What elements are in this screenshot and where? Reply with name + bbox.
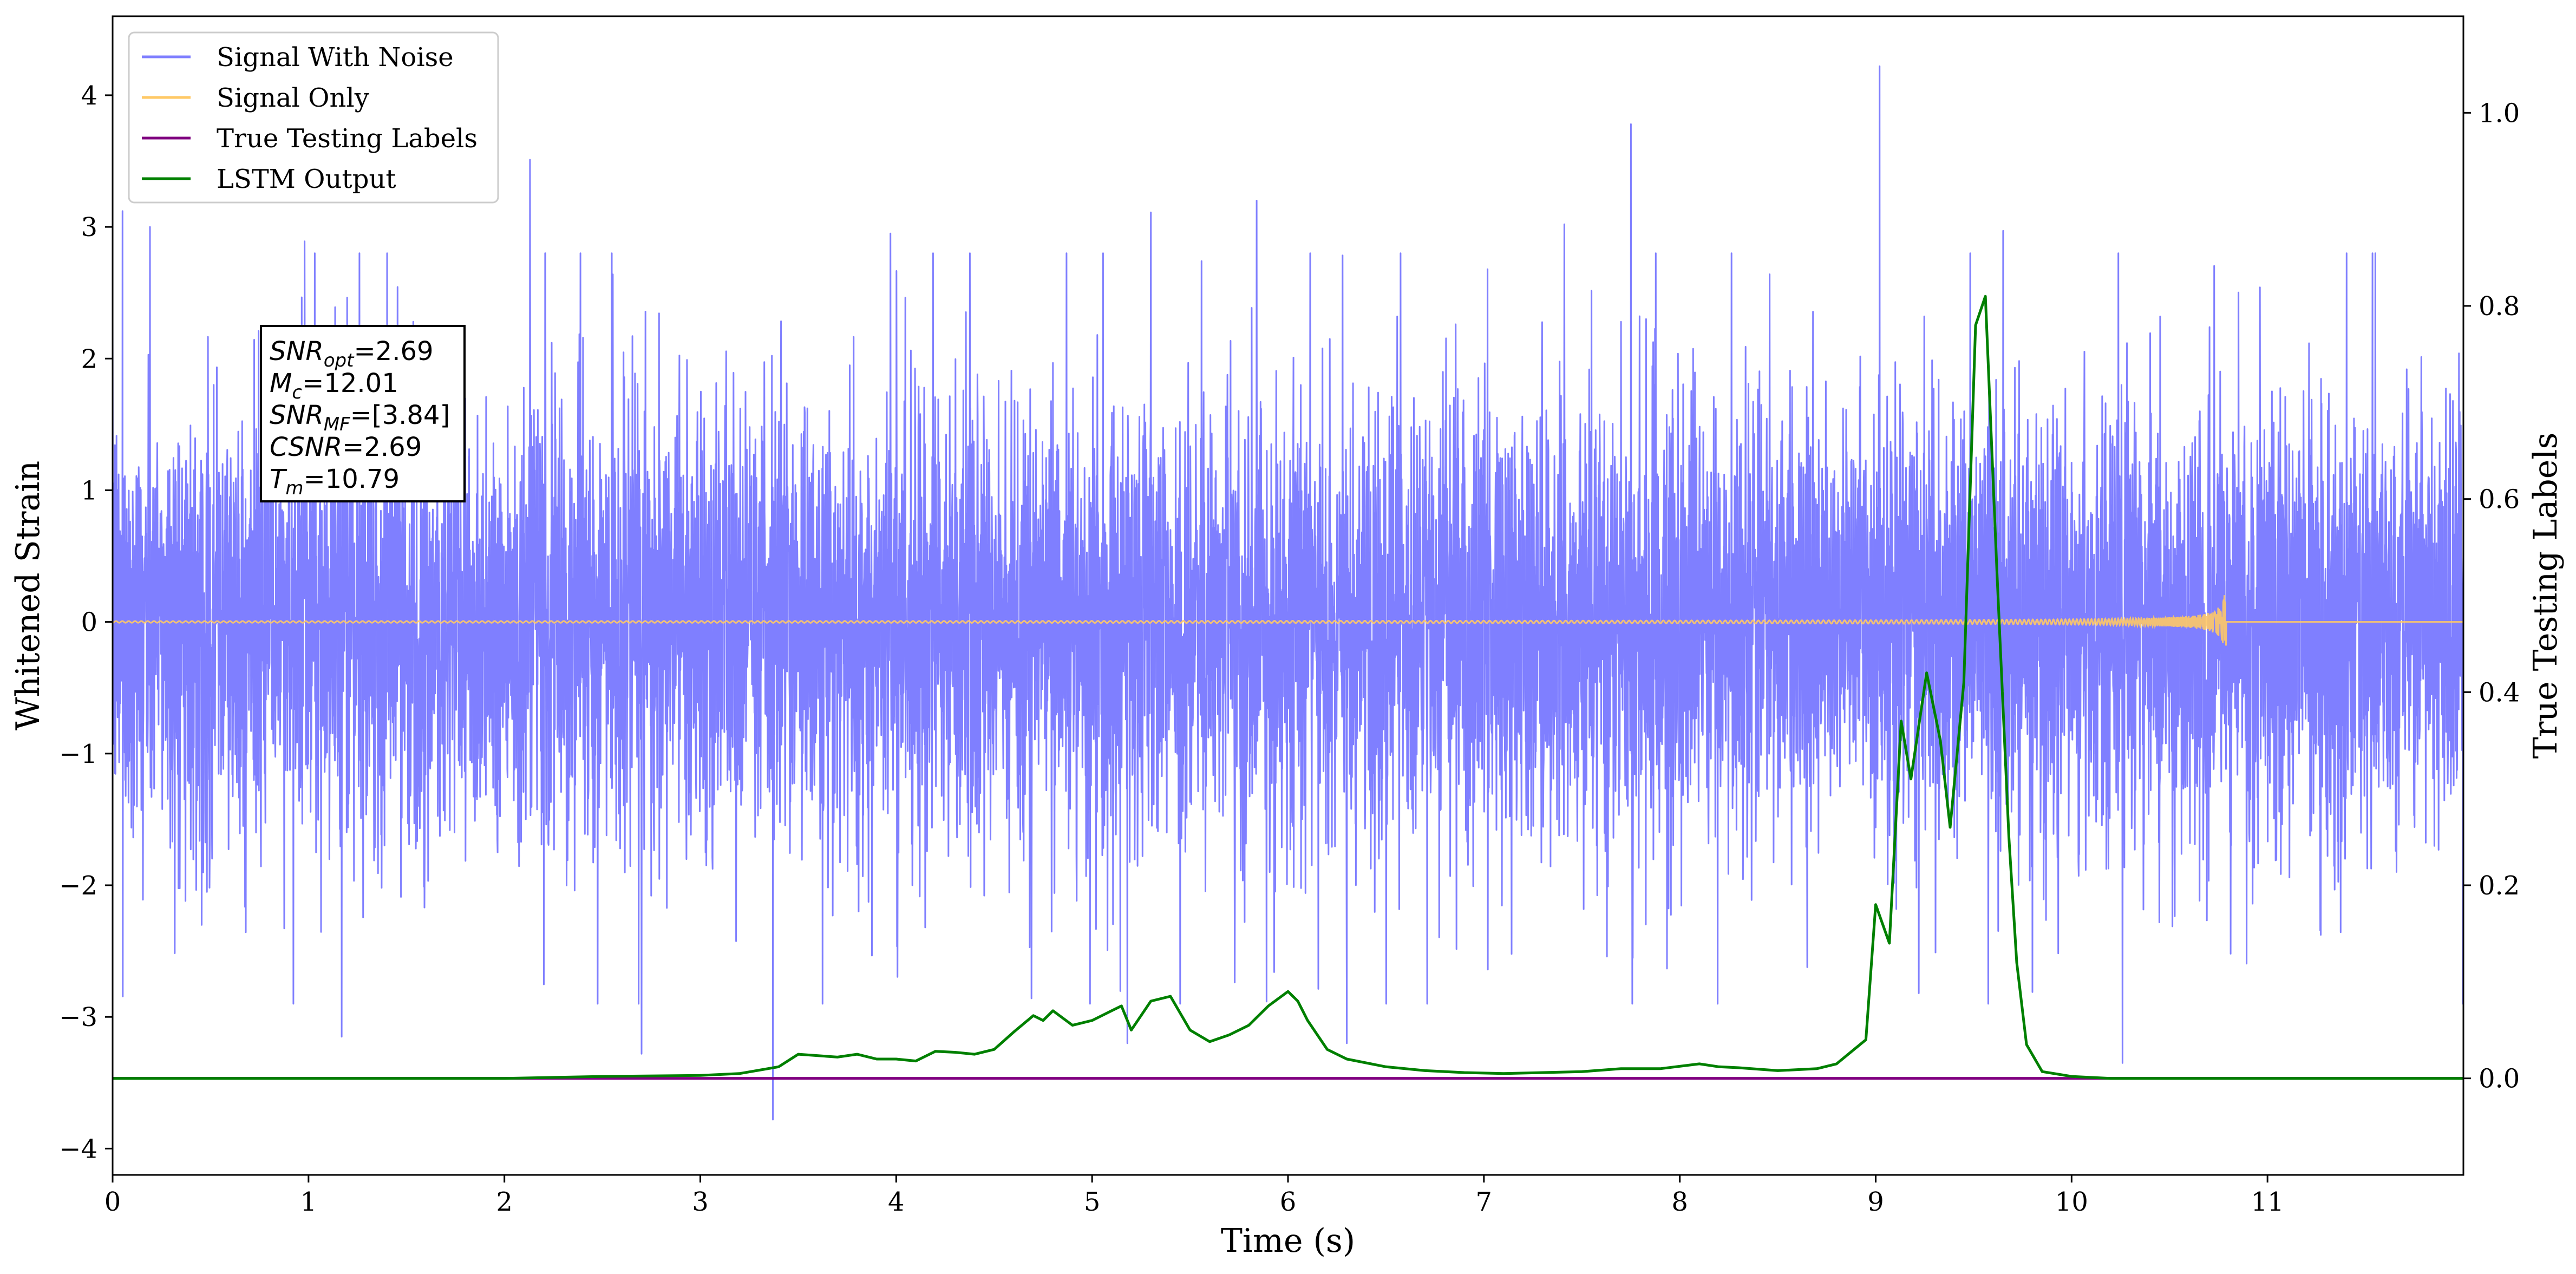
series-layer bbox=[113, 65, 2463, 1121]
annotation-subscript: m bbox=[285, 478, 303, 499]
legend-entry: LSTM Output bbox=[217, 164, 396, 194]
x-tick-label: 4 bbox=[888, 1187, 905, 1217]
x-axis: 0 1 2 3 4 5 6 7 8 9 10 11 bbox=[104, 1175, 2284, 1217]
legend-box bbox=[128, 31, 499, 204]
x-tick-label: 1 bbox=[300, 1187, 317, 1217]
series-signal-with-noise-line bbox=[113, 65, 2463, 1121]
legend: Signal With Noise Signal Only True Testing… bbox=[128, 31, 499, 204]
y-axis-left: −4 −3 −2 −1 0 1 2 3 4 bbox=[59, 81, 113, 1164]
annotation-label: M bbox=[270, 368, 292, 398]
plot-area bbox=[113, 65, 2463, 1121]
legend-entry: Signal With Noise bbox=[217, 42, 454, 73]
x-tick-label: 10 bbox=[2055, 1187, 2088, 1217]
x-tick-label: 8 bbox=[1671, 1187, 1688, 1217]
annotation-label: SNR bbox=[270, 336, 324, 367]
y-tick-label-right: 0.4 bbox=[2479, 677, 2520, 708]
series-lstm-output-line bbox=[113, 295, 2463, 1080]
y-tick-label-left: −3 bbox=[59, 1002, 97, 1033]
legend-entry: True Testing Labels bbox=[217, 123, 478, 154]
annotation-subscript: opt bbox=[324, 350, 355, 371]
x-tick-label: 11 bbox=[2251, 1187, 2284, 1217]
x-tick-label: 2 bbox=[496, 1187, 513, 1217]
y-tick-label-left: −1 bbox=[59, 739, 97, 769]
y-tick-label-right: 1.0 bbox=[2479, 98, 2520, 128]
annotation-value: =2.69 bbox=[354, 336, 433, 367]
y-tick-label-left: 4 bbox=[81, 81, 97, 111]
x-tick-label: 9 bbox=[1867, 1187, 1884, 1217]
x-tick-label: 5 bbox=[1084, 1187, 1101, 1217]
annotation-line: SNRMF=[3.84] bbox=[270, 400, 450, 435]
annotation-value: =[3.84] bbox=[350, 400, 450, 430]
annotation-value: =2.69 bbox=[342, 432, 422, 462]
annotation-value: =10.79 bbox=[303, 464, 400, 494]
y-tick-label-left: 3 bbox=[81, 212, 97, 243]
y-tick-label-right: 0.6 bbox=[2479, 485, 2520, 515]
legend-entry: Signal Only bbox=[217, 83, 369, 113]
y-tick-label-right: 0.8 bbox=[2479, 291, 2520, 322]
annotation-label: T bbox=[270, 464, 287, 494]
annotation-value: =12.01 bbox=[302, 368, 398, 398]
annotation-line: SNRopt=2.69 bbox=[270, 336, 434, 371]
x-tick-label: 6 bbox=[1280, 1187, 1297, 1217]
y-axis-title-right: True Testing Labels bbox=[2527, 433, 2565, 759]
x-tick-label: 3 bbox=[692, 1187, 709, 1217]
annotation-line: Tm=10.79 bbox=[270, 464, 400, 499]
x-tick-label: 7 bbox=[1476, 1187, 1493, 1217]
series-signal-only-line bbox=[113, 595, 2463, 646]
annotation-label: CSNR bbox=[270, 432, 342, 462]
annotation-line: CSNR=2.69 bbox=[270, 432, 422, 462]
annotation-subscript: MF bbox=[324, 414, 350, 435]
y-tick-label-left: 1 bbox=[81, 475, 97, 506]
y-axis-right: 0.0 0.2 0.4 0.6 0.8 1.0 bbox=[2463, 98, 2520, 1094]
y-tick-label-right: 0.0 bbox=[2479, 1064, 2520, 1094]
y-tick-label-left: −2 bbox=[59, 871, 97, 901]
x-axis-title: Time (s) bbox=[1221, 1222, 1355, 1260]
snr-annotation-box: SNRopt=2.69Mc=12.01SNRMF=[3.84]CSNR=2.69… bbox=[260, 325, 466, 502]
annotation-subscript: c bbox=[292, 382, 302, 403]
y-tick-label-left: −4 bbox=[59, 1134, 97, 1164]
y-axis-title-left: Whitened Strain bbox=[9, 461, 47, 730]
y-tick-label-left: 2 bbox=[81, 344, 97, 374]
y-tick-label-right: 0.2 bbox=[2479, 871, 2520, 901]
y-tick-label-left: 0 bbox=[81, 607, 97, 638]
x-tick-label: 0 bbox=[104, 1187, 121, 1217]
annotation-label: SNR bbox=[270, 400, 324, 430]
annotation-line: Mc=12.01 bbox=[270, 368, 398, 403]
annotation-frame bbox=[260, 325, 466, 502]
